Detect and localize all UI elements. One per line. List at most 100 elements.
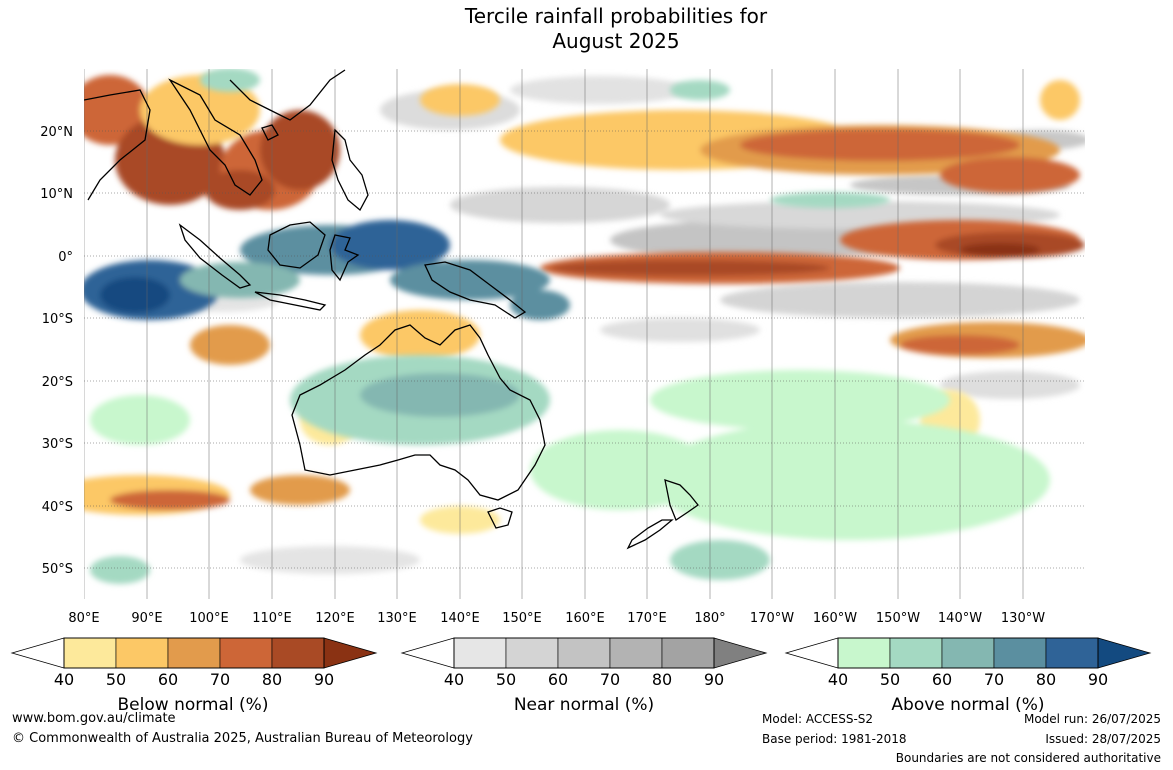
java-outline bbox=[254, 291, 327, 311]
colorbar-max-extend bbox=[1097, 637, 1152, 669]
colorbar-tick-label: 60 bbox=[157, 670, 179, 689]
colorbar-segment bbox=[941, 637, 995, 669]
boundaries-disclaimer: Boundaries are not considered authoritat… bbox=[895, 751, 1161, 765]
colorbar-tick-label: 50 bbox=[105, 670, 127, 689]
colorbar-tick-label: 70 bbox=[983, 670, 1005, 689]
colorbar-segment bbox=[661, 637, 715, 669]
colorbar-tick-label: 80 bbox=[261, 670, 283, 689]
colorbar-tick-label: 90 bbox=[703, 670, 725, 689]
colorbar-min-extend bbox=[10, 637, 65, 669]
colorbar-outline bbox=[63, 637, 325, 669]
colorbar-segment bbox=[219, 637, 273, 669]
colorbar-tick-label: 40 bbox=[53, 670, 75, 689]
colorbar-outline bbox=[837, 637, 1099, 669]
longitude-label: 100°E bbox=[189, 611, 229, 626]
longitude-label: 160°E bbox=[565, 611, 605, 626]
longitude-label: 110°E bbox=[252, 611, 292, 626]
colorbar-near-normal bbox=[400, 637, 768, 669]
issued-date: Issued: 28/07/2025 bbox=[1045, 732, 1161, 746]
tasmania-outline bbox=[487, 507, 513, 529]
latitude-labels: 20°N 10°N 0° 10°S 20°S 30°S 40°S 50°S bbox=[40, 125, 73, 577]
latitude-label: 20°S bbox=[42, 375, 73, 390]
latitude-label: 30°S bbox=[42, 437, 73, 452]
colorbar-max-extend bbox=[323, 637, 378, 669]
china-coast-outline bbox=[229, 69, 346, 121]
colorbar-tick-label: 60 bbox=[547, 670, 569, 689]
philippines-outline bbox=[331, 128, 369, 212]
colorbar-title-near: Near normal (%) bbox=[513, 695, 655, 715]
colorbar-title-below: Below normal (%) bbox=[117, 695, 269, 715]
longitude-label: 170°E bbox=[627, 611, 667, 626]
longitude-label: 140°W bbox=[938, 611, 982, 626]
model-run-date: Model run: 26/07/2025 bbox=[1023, 712, 1161, 726]
colorbar-title-above: Above normal (%) bbox=[891, 695, 1045, 715]
colorbar-tick-label: 70 bbox=[599, 670, 621, 689]
colorbar-tick-label: 80 bbox=[1035, 670, 1057, 689]
india-outline bbox=[84, 89, 151, 201]
model-name: Model: ACCESS-S2 bbox=[762, 712, 874, 726]
colorbar-outline bbox=[453, 637, 715, 669]
australia-outline bbox=[291, 324, 546, 501]
colorbar-segment bbox=[993, 637, 1047, 669]
longitude-label: 130°E bbox=[377, 611, 417, 626]
longitude-label: 150°E bbox=[502, 611, 542, 626]
above-normal-areas bbox=[84, 69, 1050, 584]
coastlines bbox=[84, 69, 699, 550]
forecast-map: 20°N 10°N 0° 10°S 20°S 30°S 40°S 50°S 80°E 90°E 1… bbox=[40, 69, 1085, 626]
latitude-label: 0° bbox=[58, 250, 73, 265]
colorbar-segment bbox=[271, 637, 325, 669]
colorbar-segment bbox=[837, 637, 891, 669]
longitude-label: 150°W bbox=[876, 611, 920, 626]
colorbar-min-extend bbox=[400, 637, 455, 669]
colorbar-max-extend bbox=[713, 637, 768, 669]
longitude-label: 130°W bbox=[1001, 611, 1045, 626]
longitude-label: 80°E bbox=[68, 611, 99, 626]
colorbar-segment bbox=[453, 637, 507, 669]
colorbar-segment bbox=[167, 637, 221, 669]
copyright-text: © Commonwealth of Australia 2025, Austra… bbox=[12, 731, 473, 746]
new-zealand-south bbox=[626, 519, 674, 550]
sulawesi-outline bbox=[329, 234, 360, 282]
colorbar-tick-label: 90 bbox=[1087, 670, 1109, 689]
latitude-label: 10°N bbox=[40, 187, 73, 202]
longitude-label: 180° bbox=[694, 611, 725, 626]
website-link[interactable]: www.bom.gov.au/climate bbox=[12, 711, 176, 726]
colorbar-tick-label: 40 bbox=[443, 670, 465, 689]
colorbar-tick-label: 40 bbox=[827, 670, 849, 689]
hainan-outline bbox=[261, 124, 279, 141]
title-line-2: August 2025 bbox=[552, 29, 680, 53]
colorbar-min-extend bbox=[784, 637, 839, 669]
new-guinea-outline bbox=[424, 261, 527, 319]
longitude-label: 120°E bbox=[315, 611, 355, 626]
colorbar-segment bbox=[505, 637, 559, 669]
colorbar-segment bbox=[557, 637, 611, 669]
colorbar-segment bbox=[609, 637, 663, 669]
colorbar-tick-label: 80 bbox=[651, 670, 673, 689]
colorbar-segment bbox=[889, 637, 943, 669]
sumatra-outline bbox=[178, 223, 252, 289]
new-zealand-north bbox=[664, 479, 699, 521]
map-title: Tercile rainfall probabilities for Augus… bbox=[0, 4, 1173, 54]
colorbar-tick-label: 50 bbox=[879, 670, 901, 689]
base-period: Base period: 1981-2018 bbox=[762, 732, 907, 746]
longitude-label: 140°E bbox=[440, 611, 480, 626]
borneo-outline bbox=[267, 221, 326, 269]
colorbar-tick-label: 70 bbox=[209, 670, 231, 689]
latitude-label: 40°S bbox=[42, 500, 73, 515]
longitude-label: 90°E bbox=[131, 611, 162, 626]
title-line-1: Tercile rainfall probabilities for bbox=[464, 4, 768, 28]
below-normal-areas bbox=[84, 75, 1085, 534]
latitude-label: 50°S bbox=[42, 562, 73, 577]
colorbar-tick-label: 60 bbox=[931, 670, 953, 689]
longitude-label: 160°W bbox=[813, 611, 857, 626]
colorbar-segment bbox=[1045, 637, 1099, 669]
colorbar-segment bbox=[115, 637, 169, 669]
colorbar-segment bbox=[63, 637, 117, 669]
colorbar-below-normal bbox=[10, 637, 378, 669]
colorbar-tick-label: 90 bbox=[313, 670, 335, 689]
colorbar-above-normal bbox=[784, 637, 1152, 669]
latitude-label: 20°N bbox=[40, 125, 73, 140]
longitude-labels: 80°E 90°E 100°E 110°E 120°E 130°E 140°E 150°E 16… bbox=[68, 611, 1045, 626]
colorbar-tick-label: 50 bbox=[495, 670, 517, 689]
latitude-label: 10°S bbox=[42, 312, 73, 327]
